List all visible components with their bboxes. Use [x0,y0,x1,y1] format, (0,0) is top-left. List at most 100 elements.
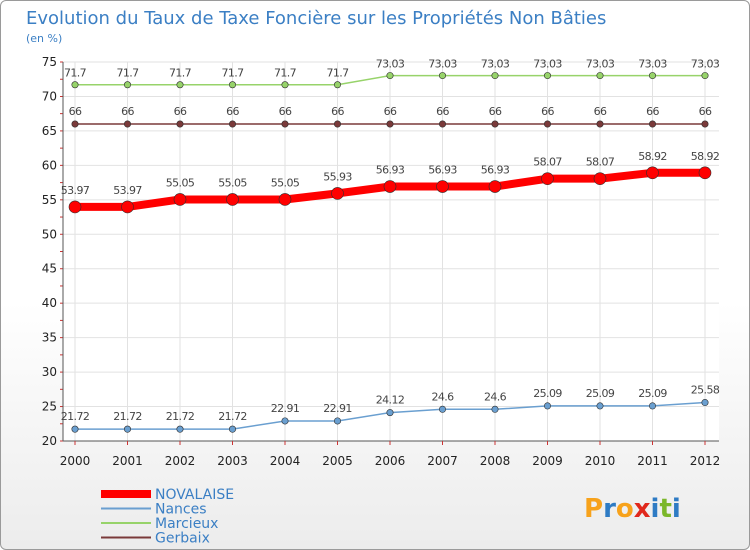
data-label-marcieux: 73.03 [586,58,615,71]
plot-area [63,62,719,441]
data-label-marcieux: 73.03 [533,58,562,71]
data-point-novalaise [121,200,134,214]
data-point-novalaise [436,180,449,193]
data-label-novalaise: 55.05 [218,176,247,189]
data-label-novalaise: 56.93 [376,164,405,177]
x-tick-label: 2005 [322,454,353,468]
data-label-novalaise: 53.97 [113,184,142,197]
data-label-marcieux: 71.7 [116,67,139,80]
x-tick-label: 2006 [375,454,406,468]
data-label-gerbaix: 66 [69,105,82,118]
data-label-gerbaix: 66 [174,105,187,118]
data-label-nances: 21.72 [61,410,90,423]
data-point-gerbaix [543,120,551,128]
data-label-marcieux: 71.7 [221,67,244,80]
data-label-novalaise: 58.07 [533,156,562,169]
y-tick-label: 50 [42,227,57,241]
data-point-gerbaix [648,120,656,128]
data-label-marcieux: 71.7 [326,67,349,80]
y-tick-label: 30 [42,365,57,379]
y-tick-label: 25 [42,400,57,414]
data-label-nances: 24.6 [431,390,454,403]
data-point-marcieux [596,72,604,80]
data-label-nances: 24.12 [376,394,405,407]
data-point-nances [333,417,341,425]
data-label-nances: 21.72 [113,410,142,423]
data-label-gerbaix: 66 [699,105,712,118]
data-point-marcieux [229,81,237,89]
data-label-novalaise: 55.93 [323,170,352,183]
data-label-nances: 25.09 [533,387,562,400]
logo-letter: i [672,494,681,524]
data-point-novalaise [541,172,554,185]
data-point-marcieux [281,81,289,89]
data-label-nances: 25.09 [638,387,667,400]
data-label-gerbaix: 66 [384,105,397,118]
x-tick-label: 2004 [270,454,301,468]
legend-label-nances: Nances [155,502,207,518]
x-tick-label: 2007 [427,454,458,468]
data-point-novalaise [698,166,712,180]
data-point-marcieux [701,72,709,80]
logo-letter: i [651,494,660,524]
data-point-novalaise [488,180,502,193]
data-point-novalaise [646,166,659,180]
data-label-marcieux: 71.7 [169,67,192,80]
data-label-marcieux: 73.03 [691,58,720,71]
y-tick-label: 65 [42,124,57,138]
series [68,72,712,433]
chart-unit: (en %) [26,32,62,45]
proxiti-logo: Proxiti [584,494,681,524]
logo-letter: t [659,494,671,524]
data-label-novalaise: 58.92 [691,150,720,163]
data-label-gerbaix: 66 [279,105,292,118]
data-label-gerbaix: 66 [541,105,554,118]
data-label-novalaise: 55.05 [271,176,300,189]
data-point-nances [438,405,446,413]
data-point-novalaise [593,172,607,185]
data-point-gerbaix [229,120,237,128]
y-tick-label: 40 [42,296,57,310]
data-label-novalaise: 55.05 [166,176,195,189]
chart-title: Evolution du Taux de Taxe Foncière sur l… [26,8,606,29]
data-point-gerbaix [701,120,709,128]
grid [63,61,719,442]
data-point-nances [386,409,394,417]
data-label-marcieux: 73.03 [481,58,510,71]
data-label-gerbaix: 66 [594,105,607,118]
data-point-novalaise [68,200,82,214]
data-label-novalaise: 58.07 [586,156,615,169]
data-label-novalaise: 58.92 [638,150,667,163]
data-label-marcieux: 73.03 [376,58,405,71]
x-tick-label: 2008 [480,454,511,468]
logo-letter: o [616,494,634,524]
data-label-marcieux: 71.7 [64,67,87,80]
y-tick-label: 70 [42,89,57,103]
data-point-novalaise [226,193,239,206]
data-point-nances [124,425,132,433]
data-point-novalaise [331,187,344,200]
data-point-marcieux [71,81,79,89]
data-point-nances [596,402,604,410]
y-tick-label: 55 [42,193,57,207]
x-tick-label: 2011 [637,454,668,468]
legend-label-marcieux: Marcieux [155,516,218,532]
data-point-nances [229,425,237,433]
x-tick-label: 2003 [217,454,248,468]
data-point-nances [176,425,184,433]
data-point-marcieux [491,72,499,80]
x-tick-label: 2012 [690,454,721,468]
data-label-nances: 22.91 [323,402,352,415]
data-labels: 71.7 71.7 71.7 71.7 71.7 71.7 73.03 73.03 73.03 7… [61,58,721,424]
data-point-gerbaix [281,120,289,128]
data-label-nances: 21.72 [166,410,195,423]
legend-label-gerbaix: Gerbaix [155,531,210,547]
data-label-novalaise: 56.93 [428,164,457,177]
data-label-marcieux: 71.7 [274,67,297,80]
x-tick-label: 2010 [585,454,616,468]
y-tick-label: 60 [42,158,57,172]
data-point-nances [71,425,79,433]
